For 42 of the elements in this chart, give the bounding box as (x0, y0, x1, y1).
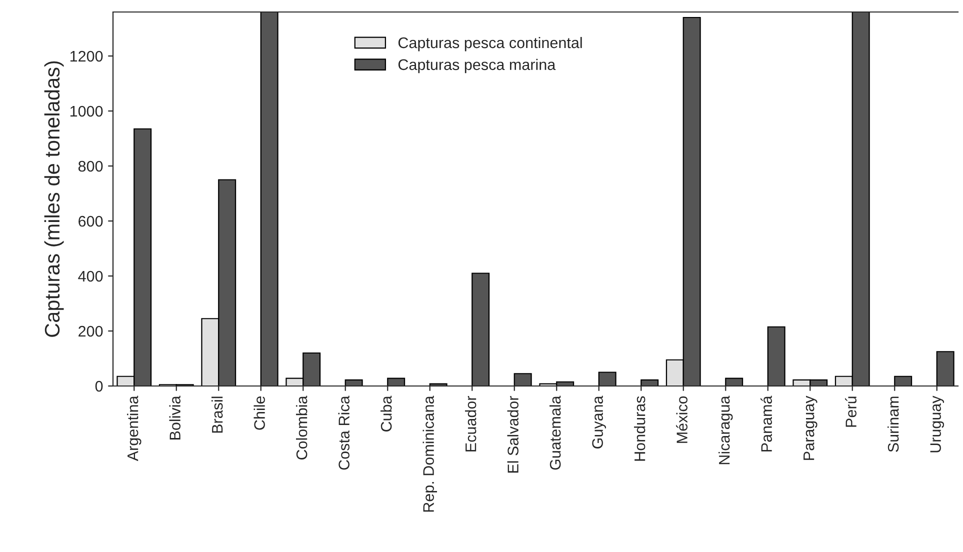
x-tick-label: Guatemala (550, 396, 561, 470)
bar (640, 379, 659, 386)
legend-label: Capturas pesca continental (398, 36, 582, 52)
x-tick-label: Paraguay (804, 396, 818, 460)
y-tick-label: 0 (95, 380, 103, 392)
y-tick-label: 200 (78, 326, 103, 337)
bar (514, 373, 532, 386)
bar (725, 378, 744, 386)
x-tick-label: Brasil (212, 396, 223, 433)
x-tick-label: Panamá (760, 396, 772, 452)
bar (767, 326, 786, 386)
x-tick-label: El Salvador (507, 396, 518, 473)
bar (894, 376, 912, 386)
y-tick-label: 800 (78, 160, 103, 172)
bar (936, 351, 954, 386)
y-tick-label: 600 (78, 216, 103, 227)
x-tick-label: Rep. Dominicana (422, 396, 437, 512)
x-tick-label: Ecuador (465, 396, 476, 452)
y-tick-label: 400 (78, 270, 103, 282)
y-axis-title: Capturas (miles de toneladas) (44, 61, 64, 337)
x-tick-label: Nicaragua (718, 396, 733, 464)
bar (344, 379, 363, 386)
y-tick-label: 1000 (70, 106, 103, 117)
x-tick-label: Colombia (296, 396, 308, 460)
x-tick-label: Guyana (592, 396, 606, 448)
y-tick-label: 1200 (70, 50, 103, 62)
x-tick-label: Cuba (380, 396, 392, 432)
x-tick-label: Bolivia (169, 396, 180, 440)
bar (429, 383, 448, 386)
x-tick-label: Honduras (634, 396, 646, 461)
x-tick-label: México (676, 396, 688, 443)
bar (598, 372, 616, 386)
x-tick-label: Chile (254, 396, 265, 430)
x-tick-label: Uruguay (930, 396, 944, 452)
x-tick-label: Perú (845, 396, 856, 427)
x-tick-label: Argentina (127, 396, 142, 462)
bar (472, 272, 490, 386)
x-tick-label: Costa Rica (338, 396, 350, 470)
legend-label: Capturas pesca marina (398, 58, 556, 74)
bar (260, 12, 278, 386)
bar (387, 378, 406, 386)
x-tick-label: Surinam (888, 396, 899, 452)
